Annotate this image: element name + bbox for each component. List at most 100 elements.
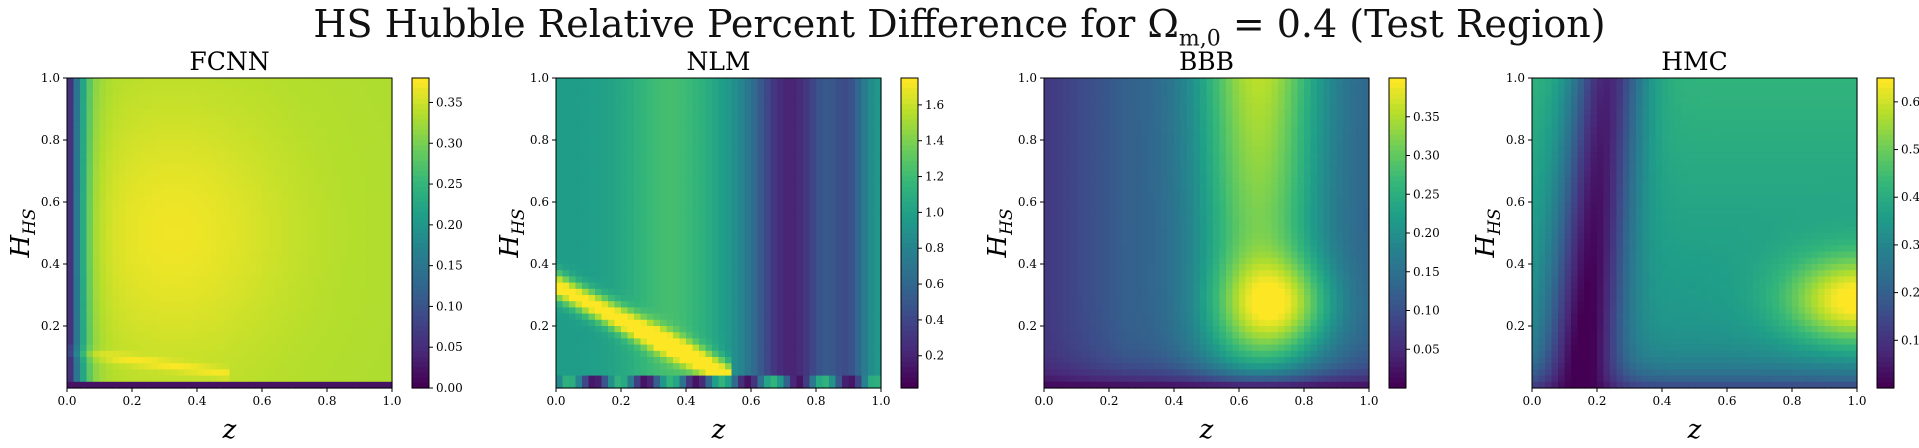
heatmap-cell: [262, 239, 270, 246]
heatmap-cell: [119, 381, 127, 389]
heatmap-cell: [314, 264, 322, 271]
heatmap-cell: [86, 363, 94, 370]
heatmap-cell: [93, 121, 101, 129]
heatmap-cell: [327, 121, 335, 129]
heatmap-cell: [842, 78, 850, 85]
heatmap-cell: [796, 208, 804, 215]
heatmap-cell: [268, 369, 276, 377]
heatmap-cell: [790, 140, 798, 147]
heatmap-cell: [320, 363, 328, 370]
heatmap-cell: [359, 301, 367, 308]
heatmap-cell: [562, 301, 570, 308]
heatmap-cell: [848, 344, 856, 352]
heatmap-cell: [93, 189, 101, 197]
heatmap-cell: [99, 189, 107, 197]
heatmap-cell: [634, 282, 642, 290]
heatmap-cell: [93, 164, 101, 172]
heatmap-cell: [314, 214, 322, 222]
heatmap-cell: [171, 270, 179, 277]
heatmap-cell: [67, 214, 75, 222]
heatmap-cell: [288, 338, 296, 346]
heatmap-cell: [738, 115, 746, 122]
heatmap-cell: [751, 357, 759, 364]
heatmap-cell: [171, 208, 179, 215]
heatmap-cell: [203, 84, 211, 91]
heatmap-cell: [653, 158, 661, 166]
heatmap-cell: [106, 214, 114, 222]
heatmap-cell: [692, 276, 700, 284]
heatmap-cell: [777, 177, 785, 184]
heatmap-cell: [582, 164, 590, 172]
heatmap-cell: [666, 102, 674, 110]
heatmap-cell: [314, 121, 322, 129]
heatmap-cell: [223, 233, 231, 240]
heatmap-cell: [158, 245, 166, 253]
heatmap-cell: [99, 115, 107, 122]
heatmap-cell: [692, 332, 700, 339]
heatmap-cell: [151, 164, 159, 172]
heatmap-cell: [783, 295, 791, 302]
heatmap-cell: [281, 264, 289, 271]
heatmap-cell: [738, 270, 746, 277]
heatmap-cell: [99, 363, 107, 370]
heatmap-cell: [744, 338, 752, 346]
heatmap-cell: [686, 158, 694, 166]
heatmap-cell: [803, 140, 811, 147]
heatmap-cell: [757, 102, 765, 110]
heatmap-cell: [223, 313, 231, 321]
heatmap-cell: [203, 375, 211, 383]
heatmap-cell: [595, 276, 603, 284]
heatmap-cell: [790, 109, 798, 116]
heatmap-cell: [562, 109, 570, 116]
heatmap-cell: [164, 208, 172, 215]
heatmap-cell: [106, 257, 114, 265]
heatmap-cell: [809, 375, 817, 383]
heatmap-cell: [809, 257, 817, 265]
heatmap-cell: [569, 344, 577, 352]
heatmap-cell: [796, 140, 804, 147]
heatmap-cell: [236, 313, 244, 321]
heatmap-cell: [177, 257, 185, 265]
heatmap-cell: [236, 78, 244, 85]
heatmap-cell: [288, 307, 296, 315]
heatmap-cell: [119, 102, 127, 110]
heatmap-cell: [340, 344, 348, 352]
heatmap-cell: [673, 78, 681, 85]
heatmap-cell: [366, 171, 374, 178]
heatmap-cell: [366, 338, 374, 346]
heatmap-cell: [653, 363, 661, 370]
heatmap-cell: [359, 344, 367, 352]
heatmap-cell: [385, 171, 393, 178]
heatmap-cell: [627, 96, 635, 104]
heatmap-cell: [340, 158, 348, 166]
heatmap-cell: [359, 363, 367, 370]
heatmap-cell: [125, 357, 133, 364]
heatmap-cell: [353, 171, 361, 178]
colorbar-step: [412, 320, 429, 327]
heatmap-cell: [686, 270, 694, 277]
heatmap-cell: [327, 133, 335, 141]
heatmap-cell: [751, 295, 759, 302]
heatmap-cell: [177, 84, 185, 91]
heatmap-cell: [125, 369, 133, 377]
heatmap-cell: [816, 195, 824, 203]
heatmap-cell: [158, 239, 166, 246]
heatmap-cell: [119, 301, 127, 308]
heatmap-cell: [132, 282, 140, 290]
heatmap-cell: [634, 202, 642, 209]
heatmap-cell: [86, 332, 94, 339]
heatmap-cell: [855, 357, 863, 364]
heatmap-cell: [216, 319, 224, 327]
heatmap-cell: [346, 313, 354, 321]
heatmap-cell: [562, 171, 570, 178]
heatmap-cell: [366, 189, 374, 197]
heatmap-cell: [236, 264, 244, 271]
heatmap-cell: [138, 183, 146, 191]
heatmap-cell: [327, 239, 335, 246]
heatmap-cell: [210, 171, 218, 178]
heatmap-cell: [138, 319, 146, 327]
heatmap-cell: [223, 375, 231, 383]
heatmap-cell: [673, 158, 681, 166]
heatmap-cell: [718, 84, 726, 91]
heatmap-cell: [751, 363, 759, 370]
